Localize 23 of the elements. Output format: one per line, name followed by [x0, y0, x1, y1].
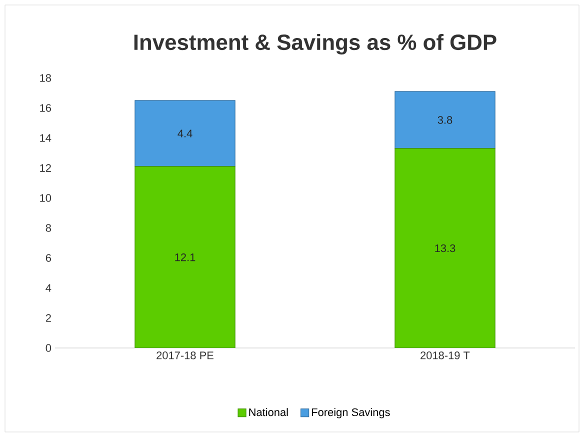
data-label: 4.4: [178, 130, 192, 138]
bar: [134, 166, 236, 348]
y-tick-label: 6: [46, 254, 52, 262]
chart-title: Investment & Savings as % of GDP: [134, 34, 496, 54]
y-tick-label: 14: [40, 134, 52, 142]
y-tick-label: 2: [46, 314, 51, 322]
data-label: 3.8: [438, 116, 452, 124]
x-tick-label: 2017-18 PE: [156, 352, 214, 360]
y-tick-label: 12: [40, 164, 51, 172]
bar: [394, 91, 496, 149]
x-tick-label: 2018-19 T: [420, 352, 470, 360]
legend-label: National: [249, 408, 288, 416]
y-tick-label: 0: [46, 344, 52, 352]
data-label: 13.3: [435, 244, 456, 252]
bar: [134, 100, 236, 167]
y-tick-label: 4: [46, 284, 52, 292]
data-label: 12.1: [175, 253, 196, 262]
y-tick-label: 8: [46, 224, 52, 232]
y-tick-label: 16: [40, 104, 51, 112]
bar: [394, 148, 496, 348]
legend-label: Foreign Savings: [312, 408, 390, 418]
y-tick-label: 18: [40, 74, 51, 82]
y-tick-label: 10: [40, 194, 52, 202]
